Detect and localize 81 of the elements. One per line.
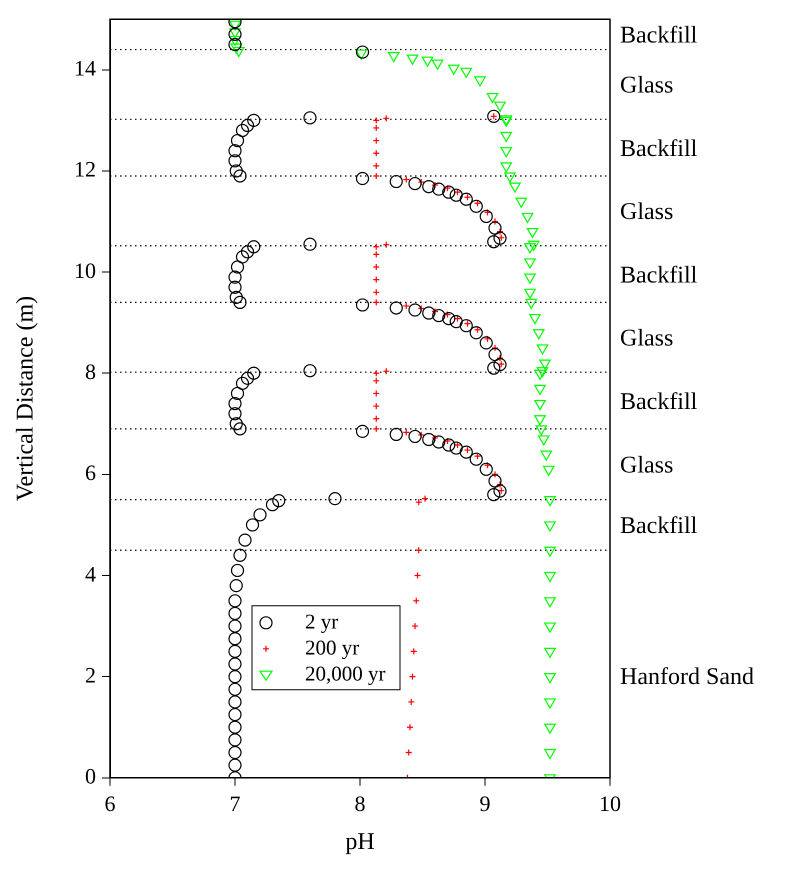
point [432, 60, 444, 70]
point [504, 172, 516, 183]
point [388, 52, 400, 62]
legend-label: 2 yr [305, 609, 338, 634]
point [460, 68, 472, 78]
y-tick-label: 6 [85, 460, 96, 486]
text: Backfill [620, 136, 698, 162]
y-tick-label: 4 [85, 561, 96, 586]
text: Backfill [620, 262, 698, 288]
point [534, 370, 546, 380]
point [500, 132, 512, 142]
point [535, 425, 548, 436]
point [232, 46, 245, 58]
point [524, 288, 536, 299]
point [448, 64, 460, 75]
point [524, 243, 536, 254]
point [544, 673, 556, 684]
point [534, 384, 546, 395]
y-tick-label: 12 [74, 156, 96, 182]
point [544, 597, 556, 608]
legend-label: 200 yr [305, 635, 360, 660]
point [229, 36, 241, 46]
point [540, 450, 552, 461]
point [544, 496, 556, 506]
point [544, 698, 556, 709]
text: Glass [620, 72, 674, 99]
point [536, 344, 548, 355]
point [538, 435, 550, 446]
x-tick-label: 7 [230, 790, 240, 816]
point [509, 182, 521, 193]
text: Glass [620, 199, 674, 226]
y-tick-label: 0 [85, 764, 96, 789]
y-tick-label: 8 [85, 358, 96, 384]
point [355, 49, 368, 60]
point [534, 400, 546, 410]
point [536, 367, 548, 378]
point [544, 546, 556, 557]
point [539, 360, 551, 370]
text: Backfill [620, 22, 698, 49]
legend-label: 20,000 yr [305, 661, 386, 686]
point [534, 415, 546, 426]
point [500, 147, 512, 158]
point [515, 198, 528, 208]
y-tick-label: 14 [74, 56, 96, 81]
point [229, 20, 241, 31]
point [544, 572, 556, 582]
text: Glass [620, 326, 674, 352]
point [494, 102, 506, 112]
x-tick-label: 8 [354, 790, 366, 816]
point [544, 521, 556, 532]
x-tick-label: 10 [599, 790, 621, 816]
point [544, 648, 556, 658]
point [525, 298, 538, 310]
y-tick-label: 2 [85, 662, 96, 688]
text: Backfill [620, 513, 698, 540]
y-axis-title: Vertical Distance (m) [12, 296, 39, 502]
text: Hanford Sand [620, 664, 754, 690]
point [544, 622, 556, 633]
point [532, 329, 545, 340]
point [500, 162, 512, 172]
point [528, 240, 540, 251]
point [544, 724, 556, 734]
text: Glass [620, 452, 674, 479]
point [230, 43, 242, 54]
point [524, 274, 536, 284]
x-axis-title: pH [345, 828, 375, 855]
point [524, 258, 536, 269]
point [406, 54, 418, 65]
point [544, 748, 556, 760]
point [522, 212, 534, 224]
point [486, 92, 498, 104]
y-tick-label: 10 [74, 258, 96, 283]
text: Backfill [620, 388, 698, 415]
x-tick-label: 6 [104, 790, 116, 816]
point [422, 56, 434, 67]
point [529, 314, 541, 324]
x-tick-label: 9 [480, 790, 490, 816]
point [542, 466, 555, 476]
point [526, 228, 538, 238]
point [474, 76, 486, 86]
point [229, 28, 241, 38]
